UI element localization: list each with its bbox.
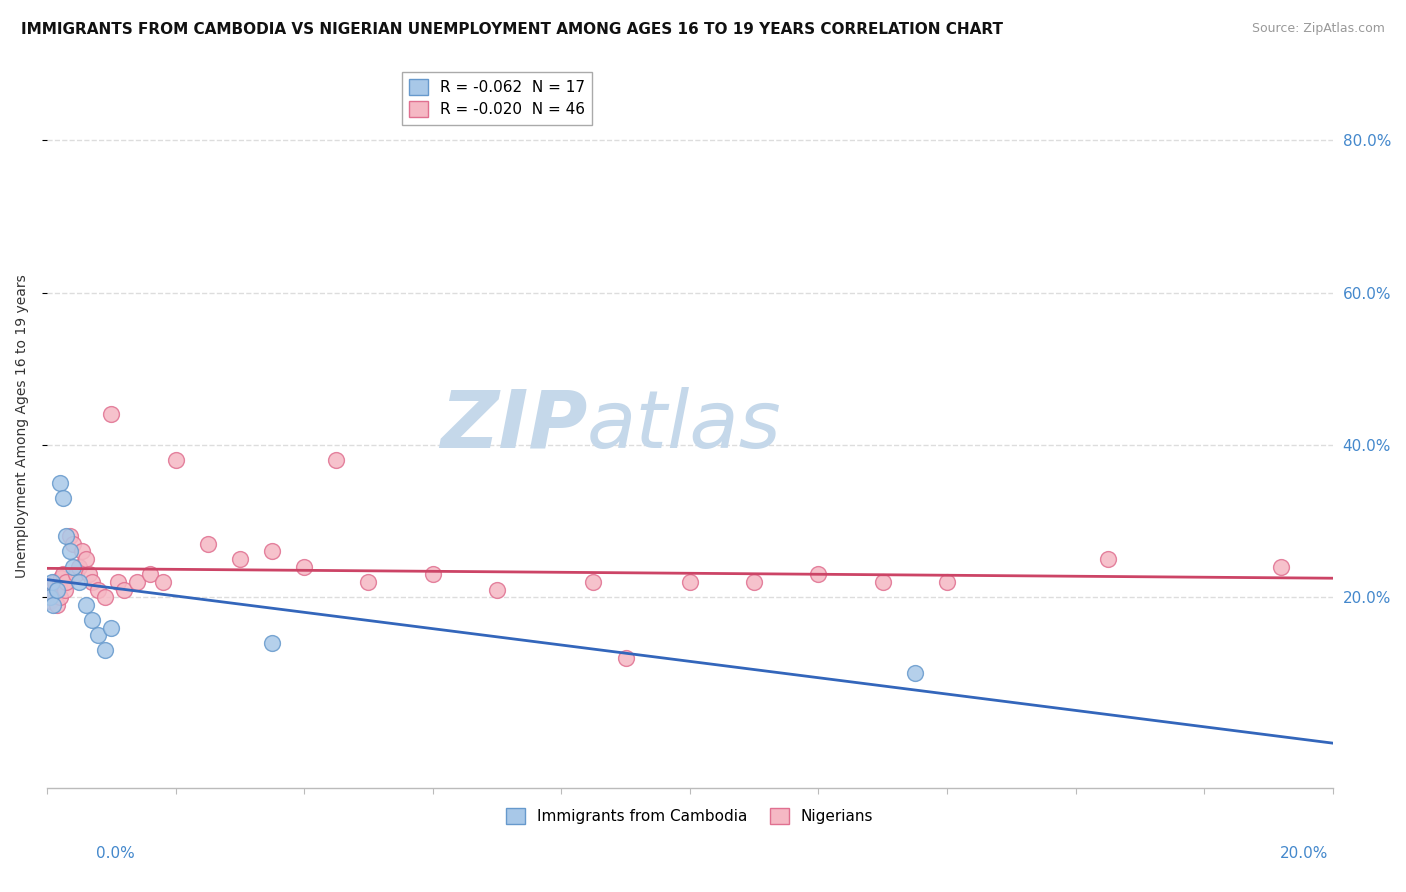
Point [107,574,129,589]
Point [292,559,315,574]
Point [52,491,75,505]
Point [44,574,66,589]
Point [55,574,77,589]
Point [679,574,702,589]
Point [80,574,103,589]
Point [422,567,444,582]
Point [357,574,380,589]
Point [67,574,90,589]
Point [742,574,765,589]
Point [62,537,84,551]
Point [807,567,830,582]
Point [49,475,72,490]
Point [486,582,509,597]
Point [55,529,77,543]
Point [39,594,62,608]
Text: Source: ZipAtlas.com: Source: ZipAtlas.com [1251,22,1385,36]
Point [65,567,87,582]
Point [112,582,135,597]
Point [58,544,80,558]
Point [80,613,103,627]
Point [614,651,637,665]
Point [125,574,148,589]
Point [45,598,67,612]
Point [42,586,65,600]
Point [77,567,100,582]
Point [52,567,75,582]
Point [48,579,70,593]
Point [58,529,80,543]
Point [94,643,117,657]
Point [41,574,63,589]
Point [42,598,65,612]
Point [87,628,110,642]
Point [51,571,73,585]
Point [75,552,97,566]
Point [53,582,76,597]
Point [260,636,283,650]
Point [197,537,219,551]
Text: 20.0%: 20.0% [1281,847,1329,861]
Point [67,559,90,574]
Point [582,574,605,589]
Point [152,574,174,589]
Point [41,582,63,597]
Legend: Immigrants from Cambodia, Nigerians: Immigrants from Cambodia, Nigerians [501,802,880,830]
Point [229,552,252,566]
Point [904,666,927,681]
Point [72,544,94,558]
Point [936,574,959,589]
Point [139,567,162,582]
Text: ZIP: ZIP [440,387,588,465]
Point [260,544,283,558]
Point [325,453,347,467]
Point [872,574,894,589]
Point [38,590,60,604]
Text: 0.0%: 0.0% [96,847,135,861]
Point [100,408,122,422]
Y-axis label: Unemployment Among Ages 16 to 19 years: Unemployment Among Ages 16 to 19 years [15,274,30,578]
Text: atlas: atlas [588,387,782,465]
Point [1270,559,1292,574]
Point [165,453,187,467]
Point [45,582,67,597]
Point [1097,552,1119,566]
Point [62,559,84,574]
Point [49,590,72,604]
Point [100,621,122,635]
Text: IMMIGRANTS FROM CAMBODIA VS NIGERIAN UNEMPLOYMENT AMONG AGES 16 TO 19 YEARS CORR: IMMIGRANTS FROM CAMBODIA VS NIGERIAN UNE… [21,22,1002,37]
Point [75,598,97,612]
Point [39,590,62,604]
Point [94,590,117,604]
Point [87,582,110,597]
